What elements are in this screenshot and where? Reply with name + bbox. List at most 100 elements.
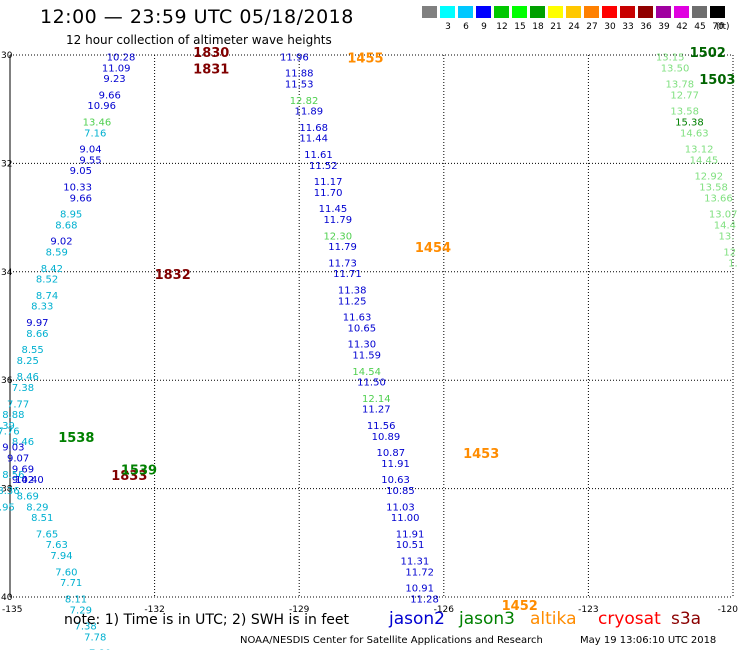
wave-height-value: 8.69: [17, 491, 39, 502]
legend-swatch: [692, 6, 707, 18]
lon-tick-label: -123: [578, 605, 598, 615]
lat-tick-label: 38: [1, 485, 13, 495]
wave-height-value: 15.38: [675, 117, 704, 128]
wave-height-value: 13.58: [670, 107, 699, 118]
wave-height-value: 11.96: [280, 52, 309, 63]
lat-tick-label: 40: [1, 593, 13, 603]
pass-time-label: 1503: [699, 73, 735, 88]
pass-time-label: 1832: [155, 268, 191, 283]
wave-height-value: 7.71: [60, 578, 82, 589]
legend-swatch: [638, 6, 653, 18]
wave-height-value: 11.68: [299, 123, 328, 134]
wave-height-value: 7.77: [7, 399, 29, 410]
lat-tick-label: 34: [1, 268, 13, 278]
wave-height-value: 7.38: [74, 622, 96, 633]
wave-height-value: 12.30: [323, 231, 352, 242]
wave-height-value: 14.54: [352, 367, 381, 378]
legend-swatch: [548, 6, 563, 18]
wave-height-value: 11.88: [285, 69, 314, 80]
legend-swatch: [620, 6, 635, 18]
wave-height-value: 9.03: [2, 443, 24, 454]
lon-tick-label: -135: [2, 605, 22, 615]
wave-height-value: 13.66: [704, 193, 733, 204]
wave-height-value: 13.46: [83, 117, 112, 128]
legend-swatch: [674, 6, 689, 18]
wave-height-value: 11.79: [328, 242, 357, 253]
wave-height-value: 8.39: [0, 421, 15, 432]
legend-swatch: [530, 6, 545, 18]
wave-height-value: 8.11: [65, 594, 87, 605]
legend-swatch: [566, 6, 581, 18]
wave-height-value: 8.36: [0, 486, 20, 497]
wave-height-value: 8.59: [46, 248, 68, 259]
legend-swatch: [494, 6, 509, 18]
pass-time-label: 1831: [193, 62, 229, 77]
wave-height-value: 8.55: [21, 345, 43, 356]
legend-label: 42: [676, 22, 688, 32]
wave-height-value: 8.95: [60, 210, 82, 221]
wave-height-value: 7.16: [84, 128, 106, 139]
wave-height-value: 11.91: [381, 459, 410, 470]
legend-label: 15: [514, 22, 526, 32]
legend-swatch: [512, 6, 527, 18]
wave-height-value: 8.66: [26, 329, 48, 340]
pass-time-label: 1455: [347, 51, 383, 66]
wave-height-value: 9.66: [99, 90, 121, 101]
wave-height-value: 8.95: [0, 502, 15, 513]
wave-height-value: 8.46: [12, 437, 34, 448]
legend-label: 33: [622, 22, 634, 32]
legend-label: 70: [712, 22, 724, 32]
pass-time-label: 1833: [111, 469, 147, 484]
wave-height-value: 11.56: [367, 421, 396, 432]
wave-height-value: 11.59: [352, 351, 381, 362]
wave-height-value: 8.46: [17, 372, 39, 383]
wave-height-value: 8.68: [55, 220, 77, 231]
wave-height-value: 8.52: [36, 275, 58, 286]
wave-height-value: 11.63: [343, 313, 372, 324]
wave-height-value: 9.23: [103, 74, 125, 85]
pass-time-label: 1454: [415, 241, 451, 256]
legend-label: 27: [586, 22, 598, 32]
wave-height-value: 12.92: [694, 172, 723, 183]
wave-height-value: 7.78: [84, 632, 106, 643]
wave-height-value: 7.29: [70, 605, 92, 616]
wave-height-value: 1.: [728, 258, 738, 269]
wave-height-value: 10.65: [348, 323, 377, 334]
legend-label: 6: [463, 22, 469, 32]
satellite-altika: altika: [530, 609, 577, 629]
legend-swatch: [422, 6, 437, 18]
credit-line: NOAA/NESDIS Center for Satellite Applica…: [240, 635, 543, 646]
legend-unit: (ft): [716, 22, 730, 32]
legend-swatch: [584, 6, 599, 18]
wave-height-value: 12.14: [362, 394, 391, 405]
wave-height-value: 12.77: [670, 90, 699, 101]
wave-height-value: 11.30: [348, 340, 377, 351]
wave-height-value: 11.09: [102, 63, 131, 74]
legend-label: 12: [496, 22, 508, 32]
wave-height-value: 11.28: [410, 594, 439, 605]
wave-height-value: 11.91: [396, 529, 425, 540]
legend-label: 36: [640, 22, 652, 32]
wave-height-value: 11.72: [405, 567, 434, 578]
wave-height-value: 11.73: [328, 258, 357, 269]
wave-height-value: 13.15: [656, 52, 685, 63]
wave-height-value: 10.28: [107, 52, 136, 63]
wave-height-value: 11.31: [401, 556, 430, 567]
wave-height-value: 7.76: [0, 426, 20, 437]
wave-height-value: 8.51: [31, 513, 53, 524]
wave-height-value: 10.89: [372, 432, 401, 443]
wave-height-value: 14.63: [680, 128, 709, 139]
generation-timestamp: May 19 13:06:10 UTC 2018: [580, 635, 717, 646]
wave-height-value: 9.42: [12, 475, 34, 486]
wave-height-value: 11.53: [285, 80, 314, 91]
legend-swatch: [458, 6, 473, 18]
wave-height-value: 7.63: [46, 540, 68, 551]
legend-label: 24: [568, 22, 580, 32]
wave-height-value: 9.05: [70, 166, 92, 177]
wave-height-value: 7.38: [12, 383, 34, 394]
wave-height-value: 11.38: [338, 285, 367, 296]
wave-height-value: 11.44: [299, 134, 328, 145]
wave-height-value: 8.29: [26, 502, 48, 513]
wave-height-value: 13.07: [709, 210, 738, 221]
